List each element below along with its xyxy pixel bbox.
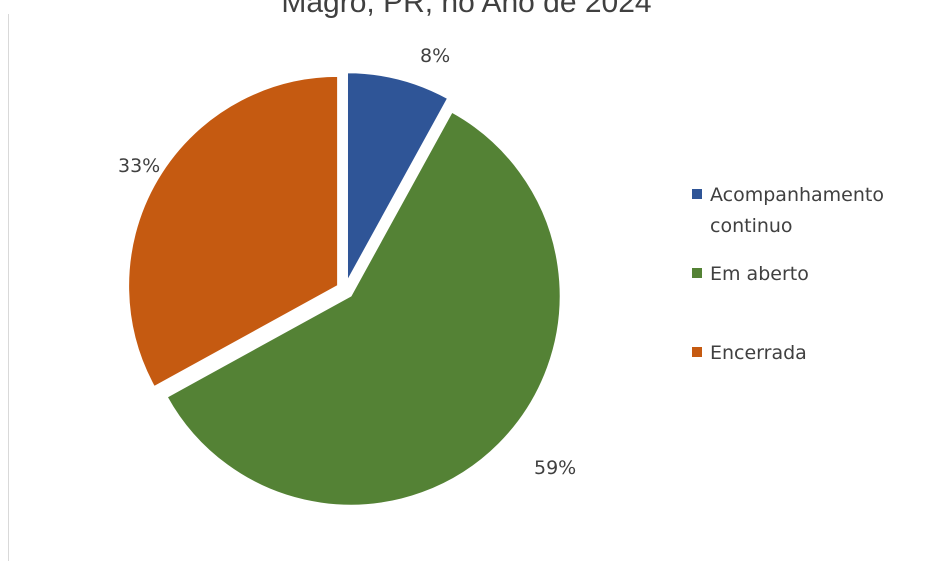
pie-data-labels: 8% 59% 33% xyxy=(118,45,576,479)
data-label-encerrada: 33% xyxy=(118,155,160,177)
legend-item-encerrada: Encerrada xyxy=(692,338,920,369)
legend-swatch-acompanhamento xyxy=(692,189,702,199)
legend-label-encerrada: Encerrada xyxy=(710,342,807,364)
chart-title: Magro, PR, no Ano de 2024 xyxy=(281,0,652,19)
legend-item-acompanhamento: Acompanhamento continuo xyxy=(692,180,920,242)
legend-label-acompanhamento: Acompanhamento continuo xyxy=(710,184,884,237)
data-label-em-aberto: 59% xyxy=(534,457,576,479)
legend-item-em-aberto: Em aberto xyxy=(692,259,920,290)
data-label-acompanhamento: 8% xyxy=(420,45,450,67)
legend-swatch-em-aberto xyxy=(692,268,702,278)
pie-slices xyxy=(127,71,562,507)
pie-slice-em-aberto xyxy=(165,110,562,507)
legend-swatch-encerrada xyxy=(692,347,702,357)
legend-label-em-aberto: Em aberto xyxy=(710,263,809,285)
chart-border xyxy=(8,14,9,561)
pie-slice-acompanhamento xyxy=(345,71,450,283)
pie-slice-encerrada xyxy=(127,74,340,389)
